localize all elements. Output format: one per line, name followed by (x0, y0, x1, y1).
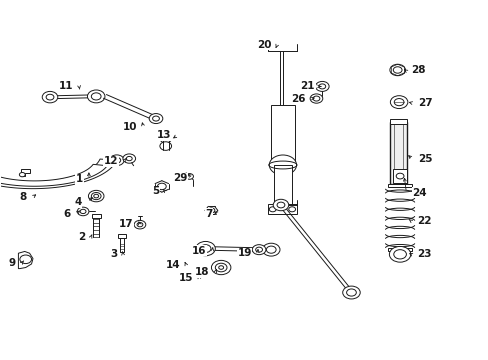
Circle shape (252, 245, 265, 255)
Text: 22: 22 (416, 216, 431, 226)
Circle shape (80, 209, 86, 213)
Bar (267, 204, 296, 214)
Bar (119, 238, 124, 252)
Circle shape (157, 183, 166, 190)
Text: 9: 9 (9, 258, 16, 268)
Bar (389, 122, 407, 184)
Circle shape (185, 174, 193, 179)
Circle shape (77, 207, 89, 216)
Circle shape (266, 246, 276, 253)
Text: 16: 16 (192, 246, 206, 256)
Circle shape (388, 247, 410, 262)
Text: 7: 7 (205, 209, 212, 219)
Bar (387, 248, 411, 251)
Circle shape (309, 94, 322, 103)
Circle shape (88, 190, 104, 202)
Text: 24: 24 (411, 188, 426, 198)
Text: 1: 1 (76, 174, 83, 184)
Circle shape (207, 208, 214, 213)
PathPatch shape (0, 157, 117, 189)
Circle shape (393, 249, 406, 259)
Circle shape (200, 245, 210, 252)
Text: 3: 3 (110, 249, 117, 259)
PathPatch shape (0, 162, 107, 186)
Bar (389, 119, 407, 123)
Bar (117, 234, 126, 238)
Circle shape (318, 84, 325, 89)
Circle shape (273, 199, 288, 211)
Circle shape (277, 202, 285, 208)
Circle shape (389, 64, 405, 76)
Text: 26: 26 (290, 94, 305, 104)
Text: 13: 13 (157, 130, 171, 140)
Circle shape (109, 155, 124, 166)
Text: 23: 23 (416, 249, 431, 259)
Circle shape (20, 255, 31, 264)
Circle shape (211, 260, 230, 275)
Text: 5: 5 (152, 186, 159, 197)
Circle shape (122, 154, 135, 163)
Circle shape (91, 193, 101, 200)
Circle shape (152, 116, 159, 121)
Circle shape (149, 113, 163, 123)
Circle shape (137, 222, 142, 227)
Circle shape (42, 91, 58, 103)
Circle shape (346, 289, 356, 296)
Polygon shape (21, 169, 30, 176)
Circle shape (160, 142, 171, 150)
Circle shape (262, 243, 280, 256)
Text: 29: 29 (172, 173, 187, 183)
Text: 14: 14 (165, 260, 180, 270)
Circle shape (20, 172, 25, 177)
Circle shape (255, 247, 262, 252)
Circle shape (91, 93, 101, 100)
Text: 25: 25 (418, 154, 432, 164)
Circle shape (160, 134, 171, 143)
Text: 28: 28 (410, 65, 425, 75)
Bar (273, 165, 291, 205)
Text: 15: 15 (179, 273, 193, 283)
Circle shape (46, 94, 54, 100)
Bar (92, 214, 101, 217)
Bar (392, 169, 407, 183)
Text: 11: 11 (59, 81, 73, 91)
Text: 2: 2 (78, 232, 85, 242)
Circle shape (315, 81, 328, 91)
Circle shape (218, 266, 223, 269)
Circle shape (87, 90, 105, 103)
Circle shape (94, 194, 99, 198)
Text: 19: 19 (237, 248, 251, 258)
Bar (271, 105, 294, 165)
Text: 20: 20 (256, 40, 271, 50)
Text: 12: 12 (103, 157, 118, 166)
Circle shape (113, 157, 121, 163)
Polygon shape (19, 251, 33, 269)
Circle shape (389, 96, 407, 109)
Text: 27: 27 (418, 98, 432, 108)
Circle shape (395, 173, 403, 179)
Circle shape (392, 67, 401, 73)
Circle shape (196, 242, 215, 256)
Circle shape (269, 207, 276, 212)
Circle shape (288, 207, 295, 212)
Circle shape (215, 263, 226, 272)
Circle shape (269, 155, 296, 175)
Text: 10: 10 (123, 122, 137, 132)
Circle shape (134, 220, 145, 229)
Circle shape (393, 99, 403, 106)
Text: 6: 6 (63, 209, 70, 219)
Text: 4: 4 (74, 197, 81, 207)
Text: 8: 8 (20, 192, 27, 202)
Circle shape (126, 157, 132, 161)
Bar (387, 184, 411, 187)
Text: 17: 17 (119, 219, 133, 229)
Text: 21: 21 (300, 81, 314, 91)
Text: 18: 18 (195, 267, 209, 277)
Circle shape (312, 96, 319, 101)
Circle shape (342, 286, 360, 299)
